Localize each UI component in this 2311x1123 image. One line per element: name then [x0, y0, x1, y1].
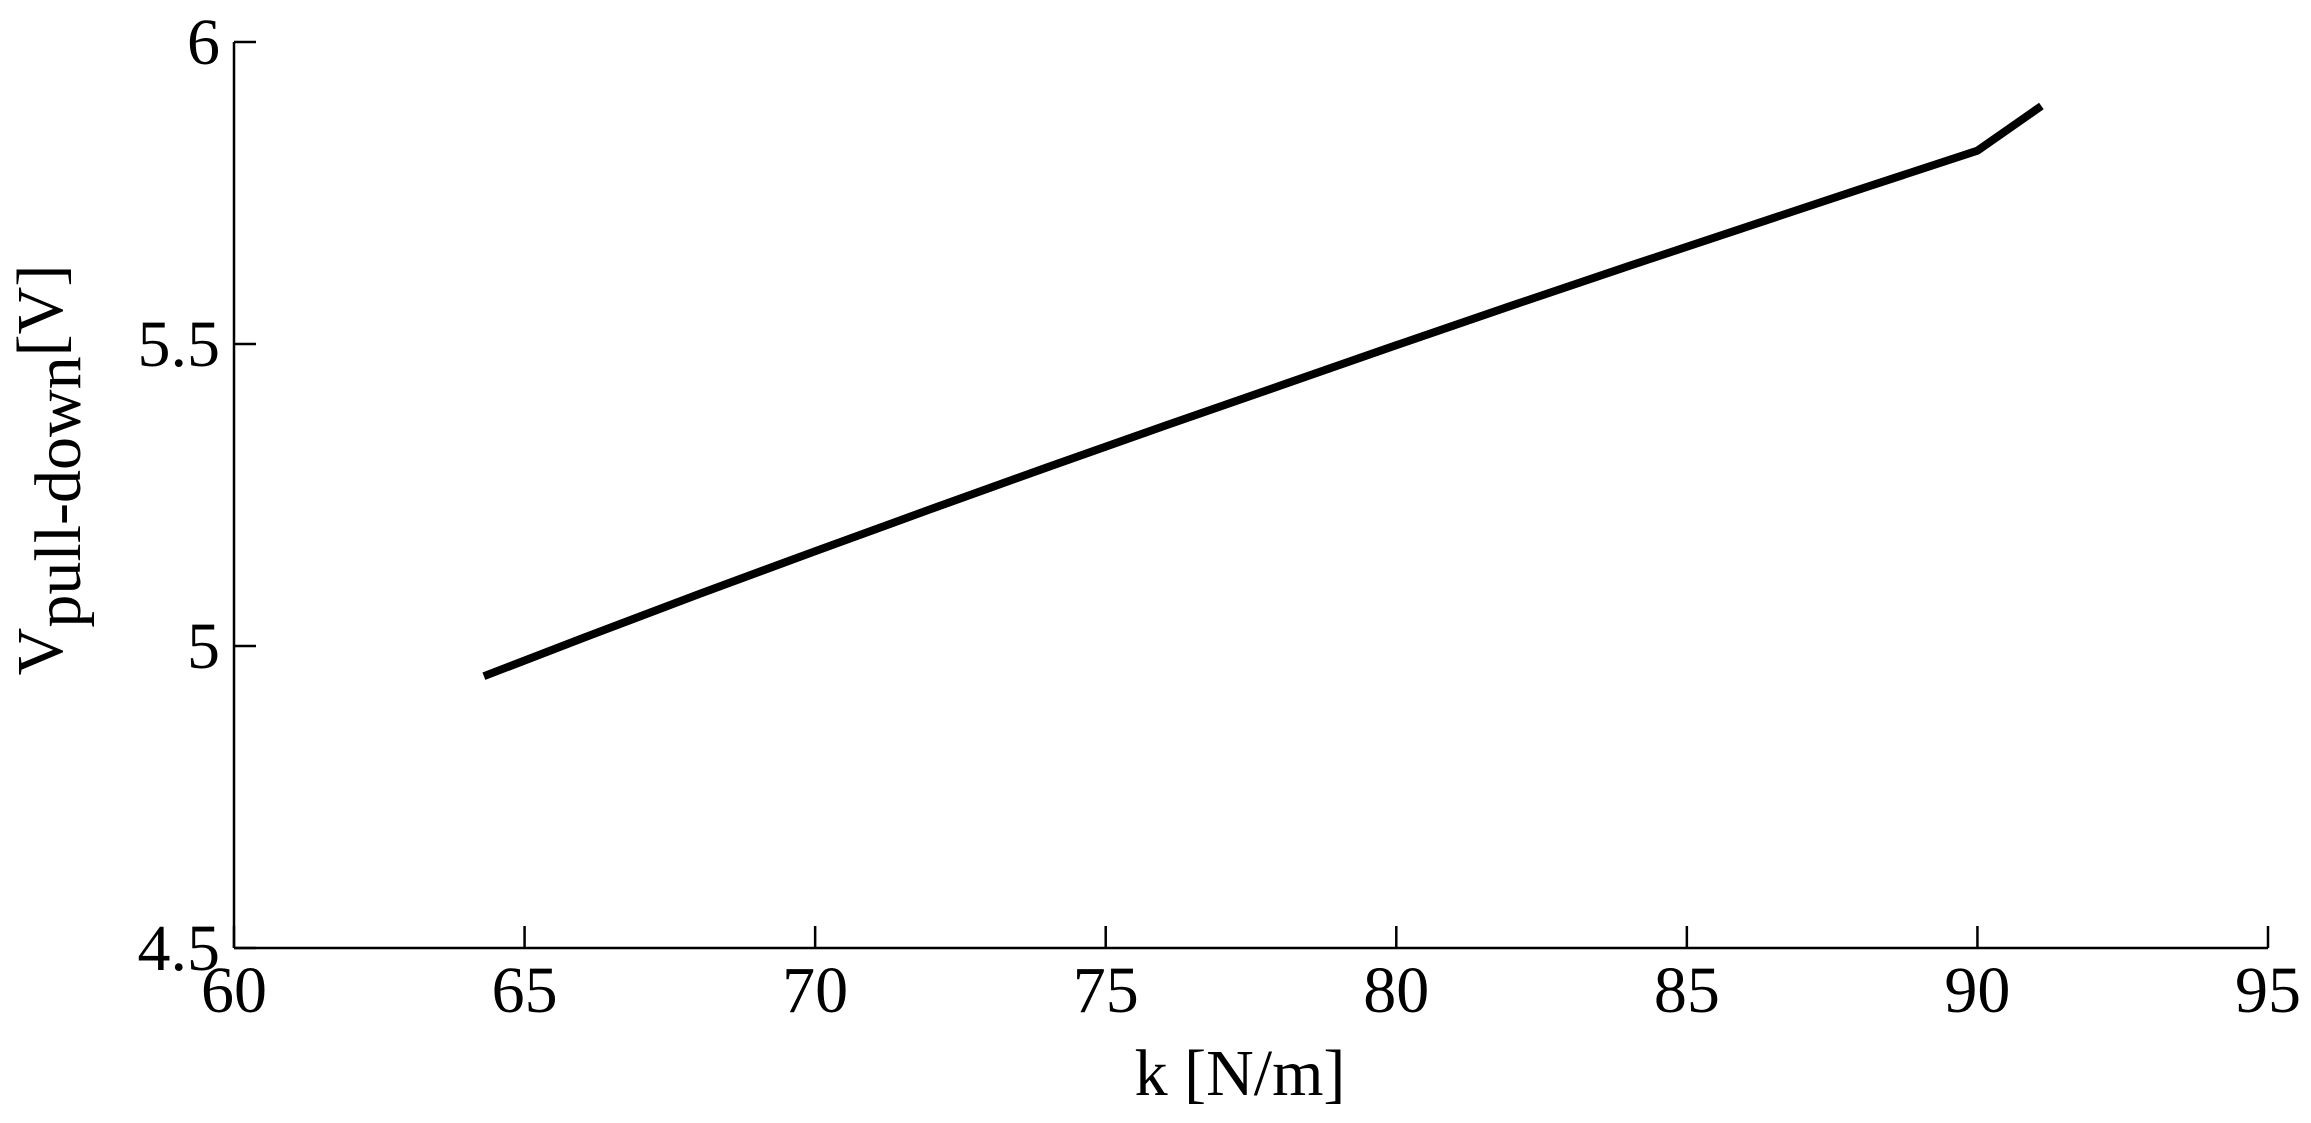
x-tick-label: 85 — [1654, 954, 1720, 1027]
x-tick-label: 65 — [492, 954, 558, 1027]
x-axis-title: k [N/m] — [1135, 1037, 1346, 1110]
y-tick-label: 5.5 — [138, 308, 221, 381]
y-tick-label: 4.5 — [138, 912, 221, 985]
y-tick-label: 5 — [187, 610, 220, 683]
series-line — [482, 102, 2044, 680]
y-axis-title-unit: [V] — [4, 265, 77, 357]
labels: k [N/m] Vpull-down[V] 60 65 70 75 80 85 90 954.… — [4, 6, 2301, 1110]
y-axis-title-subscript: pull-down — [22, 356, 95, 627]
y-tick-label: 6 — [187, 6, 220, 79]
y-axis-title-base: V — [4, 628, 77, 676]
x-tick-label: 90 — [1944, 954, 2010, 1027]
x-tick-label: 75 — [1073, 954, 1139, 1027]
axes — [232, 40, 2270, 950]
y-axis-title: Vpull-down[V] — [4, 265, 95, 676]
x-tick-label: 95 — [2235, 954, 2301, 1027]
x-tick-label: 60 — [201, 954, 267, 1027]
x-tick-label: 70 — [782, 954, 848, 1027]
series-layer — [482, 102, 2044, 680]
x-tick-label: 80 — [1363, 954, 1429, 1027]
